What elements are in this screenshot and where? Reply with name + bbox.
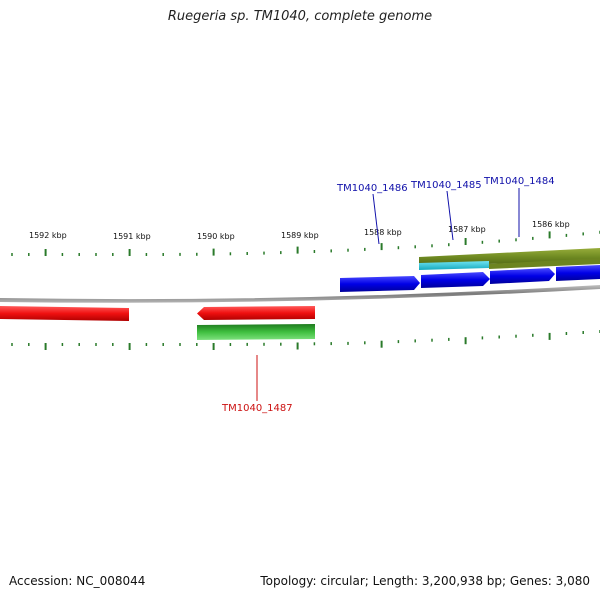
olive-feature-lower[interactable]	[489, 258, 600, 269]
gene-label-tm1040-1485[interactable]: TM1040_1485	[410, 180, 482, 191]
forward-cds-tm1040-1485[interactable]	[421, 272, 490, 288]
inner-tick-track	[11, 330, 600, 350]
genome-title: Ruegeria sp. TM1040, complete genome	[167, 9, 433, 24]
gene-label-tm1040-1486[interactable]: TM1040_1486	[336, 183, 408, 194]
ruler-label-1586: 1586 kbp	[532, 220, 570, 229]
ruler-label-1591: 1591 kbp	[113, 232, 151, 241]
genome-backbone	[0, 285, 600, 303]
gene-label-tm1040-1484[interactable]: TM1040_1484	[483, 176, 555, 187]
cyan-feature[interactable]	[419, 261, 489, 270]
accession-label: Accession:	[9, 574, 73, 588]
topology-info: Topology: circular; Length: 3,200,938 bp…	[260, 574, 590, 588]
gene-label-tm1040-1487[interactable]: TM1040_1487	[221, 403, 293, 414]
green-feature-tm1040-1487[interactable]	[197, 324, 315, 340]
ruler-label-1592: 1592 kbp	[29, 231, 67, 240]
forward-cds-next[interactable]	[556, 265, 600, 281]
accession-info: Accession: NC_008044	[9, 574, 145, 588]
ruler-label-1590: 1590 kbp	[197, 232, 235, 241]
forward-cds-tm1040-1486[interactable]	[340, 276, 420, 292]
gene-label-leaders	[372, 188, 520, 245]
forward-cds-tm1040-1484[interactable]	[490, 268, 555, 284]
ruler-label-1589: 1589 kbp	[281, 231, 319, 240]
outer-tick-track	[11, 230, 600, 256]
ruler-label-1588: 1588 kbp	[364, 228, 402, 237]
ruler-label-1587: 1587 kbp	[448, 225, 486, 234]
reverse-cds-left-edge[interactable]	[0, 306, 129, 321]
ruler-labels: 1592 kbp 1591 kbp 1590 kbp 1589 kbp 1588…	[29, 220, 570, 241]
reverse-cds-tm1040-1487[interactable]	[197, 306, 315, 320]
accession-value: NC_008044	[76, 574, 146, 588]
